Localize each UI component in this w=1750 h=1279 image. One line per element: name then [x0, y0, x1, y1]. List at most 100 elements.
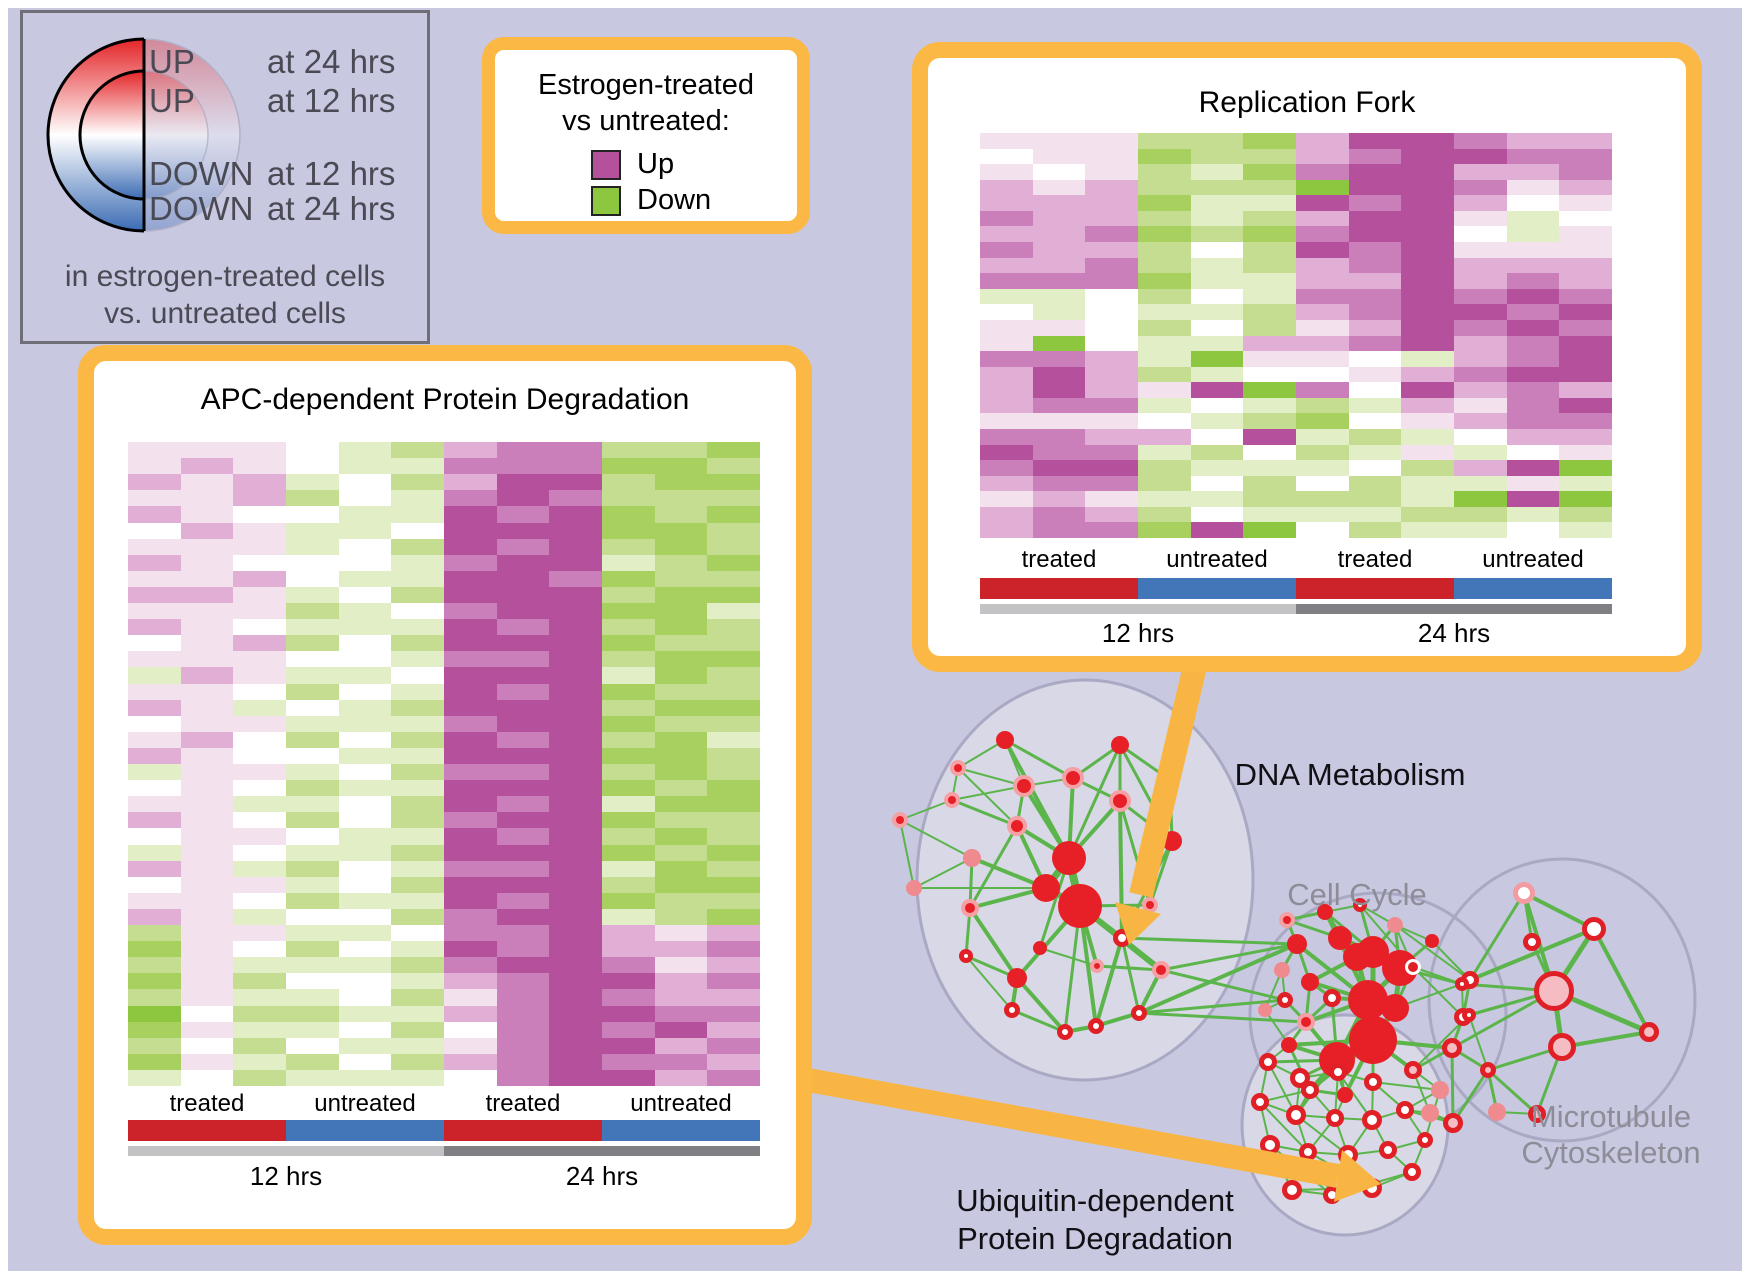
heatmap-cell	[1243, 444, 1296, 461]
heatmap-cell	[1243, 179, 1296, 196]
heatmap-cell	[1348, 444, 1402, 461]
network-node	[1421, 1104, 1439, 1122]
heatmap-cell	[1138, 257, 1191, 274]
heatmap-cell	[496, 667, 550, 684]
heatmap-cell	[1190, 304, 1244, 320]
replication-fork-heatmap	[980, 133, 1612, 538]
heatmap-cell	[1296, 522, 1349, 538]
heatmap-cell	[707, 554, 760, 571]
heatmap-cell	[1401, 133, 1454, 149]
heatmap-cell	[1190, 210, 1244, 227]
heatmap-cell	[654, 876, 708, 893]
colorbar-segment	[128, 1146, 444, 1156]
heatmap-cell	[1296, 195, 1349, 211]
heatmap-cell	[707, 925, 760, 942]
heatmap-cell	[391, 957, 444, 974]
heatmap-cell	[233, 860, 286, 877]
network-node	[1301, 973, 1319, 991]
heatmap-cell	[496, 892, 550, 909]
heatmap-cell	[654, 490, 708, 507]
heatmap-cell	[180, 586, 234, 603]
network-node	[1007, 968, 1027, 988]
heatmap-cell	[286, 925, 339, 942]
heatmap-cell	[707, 1069, 760, 1086]
network-edge	[957, 739, 1006, 769]
ubiquitin-label-line1: Ubiquitin-dependent	[956, 1183, 1234, 1218]
heatmap-cell	[286, 538, 339, 555]
heatmap-cell	[128, 925, 181, 942]
heatmap-cell	[444, 812, 497, 829]
network-edge	[1120, 936, 1141, 1015]
heatmap-cell	[1032, 242, 1086, 258]
heatmap-cell	[1506, 210, 1560, 227]
heatmap-cell	[707, 731, 760, 748]
heatmap-cell	[496, 989, 550, 1006]
heatmap-cell	[128, 764, 181, 781]
heatmap-cell	[1243, 319, 1296, 336]
heatmap-cell	[654, 522, 708, 539]
heatmap-cell	[549, 860, 602, 877]
heatmap-cell	[1506, 428, 1560, 445]
heatmap-cell	[1296, 397, 1349, 414]
heatmap-cell	[444, 570, 497, 587]
arrowhead	[1334, 1150, 1381, 1202]
heatmap-cell	[654, 780, 708, 797]
heatmap-cell	[444, 651, 497, 668]
heatmap-cell	[1243, 273, 1296, 289]
heatmap-cell	[180, 651, 234, 668]
heatmap-cell	[180, 780, 234, 797]
heatmap-cell	[444, 1069, 497, 1086]
colorbar-segment	[1296, 604, 1612, 614]
network-node	[1090, 959, 1104, 973]
heatmap-cell	[233, 908, 286, 925]
network-edge	[1468, 927, 1596, 982]
heatmap-cell	[444, 522, 497, 539]
heatmap-cell	[128, 538, 181, 555]
heatmap-cell	[549, 989, 602, 1006]
heatmap-cell	[654, 603, 708, 620]
apc-title: APC-dependent Protein Degradation	[200, 383, 690, 416]
network-node	[1282, 1180, 1302, 1200]
heatmap-cell	[1401, 210, 1454, 227]
heatmap-cell	[180, 860, 234, 877]
heatmap-cell	[444, 941, 497, 958]
heatmap-cell	[128, 442, 181, 459]
heatmap-cell	[707, 683, 760, 700]
heatmap-cell	[338, 522, 392, 539]
heatmap-cell	[602, 860, 655, 877]
apc-time-12: 12 hrs	[249, 1161, 323, 1191]
heatmap-cell	[180, 812, 234, 829]
heatmap-cell	[1506, 475, 1560, 492]
heatmap-cell	[338, 812, 392, 829]
heatmap-cell	[391, 683, 444, 700]
heatmap-cell	[1032, 319, 1086, 336]
heatmap-cell	[286, 1021, 339, 1038]
heatmap-cell	[980, 366, 1033, 383]
heatmap-cell	[549, 635, 602, 652]
network-edge	[1468, 1014, 1489, 1071]
heatmap-cell	[286, 941, 339, 958]
heatmap-cell	[338, 764, 392, 781]
heatmap-cell	[1190, 273, 1244, 289]
heatmap-cell	[1138, 491, 1191, 507]
heatmap-cell	[654, 506, 708, 523]
heatmap-cell	[549, 796, 602, 813]
heatmap-cell	[654, 474, 708, 491]
heatmap-cell	[1138, 506, 1191, 523]
heatmap-cell	[286, 490, 339, 507]
heatmap-cell	[1506, 491, 1560, 507]
network-node	[1403, 1163, 1421, 1181]
heatmap-cell	[180, 474, 234, 491]
heatmap-cell	[496, 570, 550, 587]
heatmap-cell	[1190, 351, 1244, 367]
heatmap-cell	[602, 603, 655, 620]
heatmap-cell	[496, 651, 550, 668]
heatmap-cell	[180, 957, 234, 974]
network-node	[1548, 1033, 1576, 1061]
replication-fork-panel: Replication Fork treated untreated treat…	[912, 42, 1702, 672]
colorbar-segment	[444, 1146, 760, 1156]
heatmap-cell	[286, 892, 339, 909]
heatmap-cell	[444, 764, 497, 781]
heatmap-cell	[338, 619, 392, 636]
heatmap-cell	[496, 844, 550, 861]
